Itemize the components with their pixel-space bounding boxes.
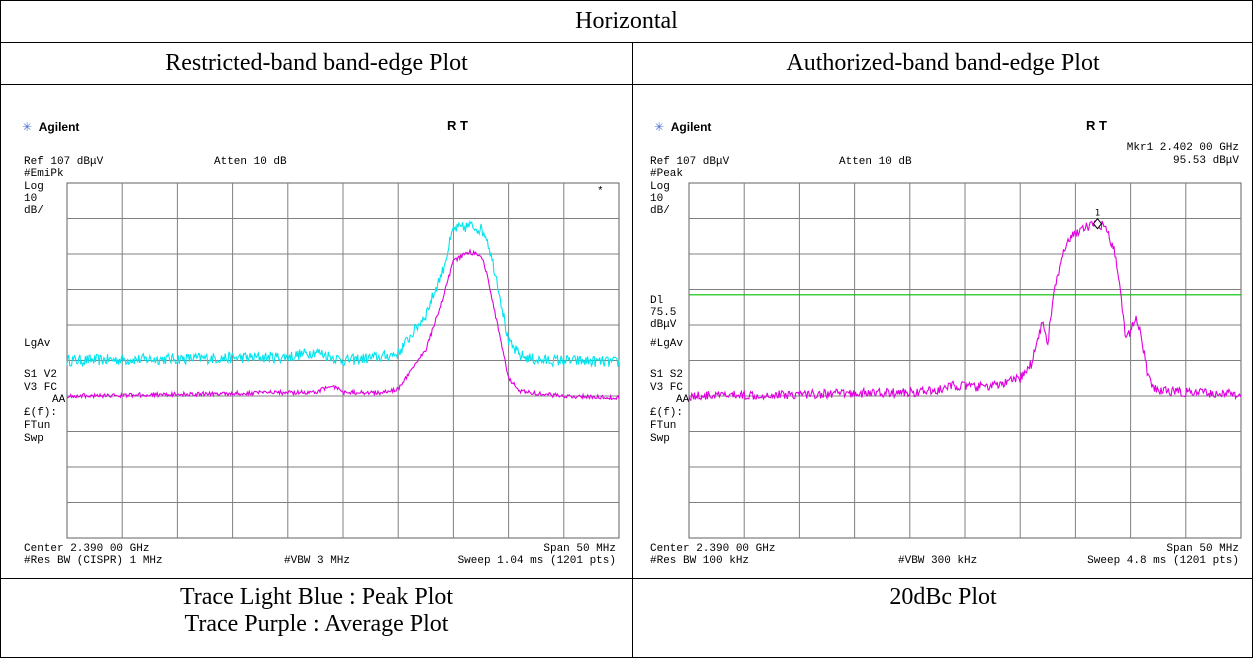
left-scale-unit: dB/ [24,205,44,217]
left-caption-line1: Trace Light Blue : Peak Plot [179,584,454,610]
right-scale-unit: dB/ [650,205,670,217]
right-dl-value: 75.5 [650,307,677,319]
right-aa: AA [676,394,690,406]
left-plot-title: Restricted-band band-edge Plot [165,50,468,76]
left-ef: £(f): [24,407,58,419]
right-detector: #Peak [650,168,684,180]
left-lgav: LgAv [24,338,51,350]
left-sweep: Sweep 1.04 ms (1201 pts) [457,555,616,567]
right-lgav: #LgAv [650,338,684,350]
agilent-spark-icon: ✳ [654,120,665,134]
right-trace-peak [688,219,1242,402]
right-dl-unit: dBμV [650,319,677,331]
right-rt-indicator: R T [1086,118,1107,133]
left-atten: Atten 10 dB [214,156,287,168]
right-ftun: FTun [650,420,677,432]
right-analyzer-screen: ✳ Agilent R T Mkr1 2.402 00 GHz 95.53 dB… [632,84,1253,578]
right-center: Center 2.390 00 GHz [650,543,776,555]
right-sweep: Sweep 4.8 ms (1201 pts) [1087,555,1239,567]
right-scale-type: Log [650,181,670,193]
left-ftun: FTun [24,420,51,432]
right-plot-title: Authorized-band band-edge Plot [786,50,1100,76]
left-swp: Swp [24,433,44,445]
right-marker-freq: Mkr1 2.402 00 GHz [1126,142,1239,154]
right-ef: £(f): [650,407,684,419]
right-dl-label: Dl [650,295,664,307]
agilent-spark-icon: ✳ [22,120,33,134]
left-rt-indicator: R T [447,118,468,133]
left-vbw: #VBW 3 MHz [284,555,351,567]
left-v3: V3 FC [24,382,58,394]
right-span: Span 50 MHz [1166,543,1239,555]
left-ref-level: Ref 107 dBμV [24,156,104,168]
left-agilent-logo: ✳ Agilent [22,120,80,134]
left-scale-type: Log [24,181,44,193]
left-spectrum-svg [66,182,620,539]
right-rbw: #Res BW 100 kHz [650,555,750,567]
left-rbw: #Res BW (CISPR) 1 MHz [24,555,163,567]
title-row: Restricted-band band-edge Plot Authorize… [1,43,1252,85]
left-scale-value: 10 [24,193,38,205]
right-marker-level: 95.53 dBμV [1172,155,1239,167]
right-scale-value: 10 [650,193,664,205]
header-row: Horizontal [1,1,1252,43]
left-trace-peak [66,219,620,369]
left-s1: S1 V2 [24,369,58,381]
plot-row [1,85,1252,579]
left-span: Span 50 MHz [543,543,616,555]
right-agilent-logo: ✳ Agilent [654,120,712,134]
left-trace-average [66,248,620,401]
right-marker-diamond [1092,217,1103,230]
right-swp: Swp [650,433,670,445]
right-v3: V3 FC [650,382,684,394]
header-title: Horizontal [575,8,678,34]
right-ref-level: Ref 107 dBμV [650,156,730,168]
right-atten: Atten 10 dB [839,156,912,168]
right-s1: S1 S2 [650,369,684,381]
left-caption-line2: Trace Purple : Average Plot [184,611,449,637]
column-divider [632,43,633,657]
left-center: Center 2.390 00 GHz [24,543,150,555]
right-caption: 20dBc Plot [889,584,997,610]
right-vbw: #VBW 300 kHz [898,555,978,567]
right-marker-number: 1 [1095,209,1100,219]
left-detector: #EmiPk [24,168,64,180]
left-star: * [597,186,604,198]
right-spectrum-svg: 1 [688,182,1242,539]
left-analyzer-screen: ✳ Agilent R T Ref 107 dBμV Atten 10 dB #… [0,84,630,578]
left-aa: AA [52,394,66,406]
